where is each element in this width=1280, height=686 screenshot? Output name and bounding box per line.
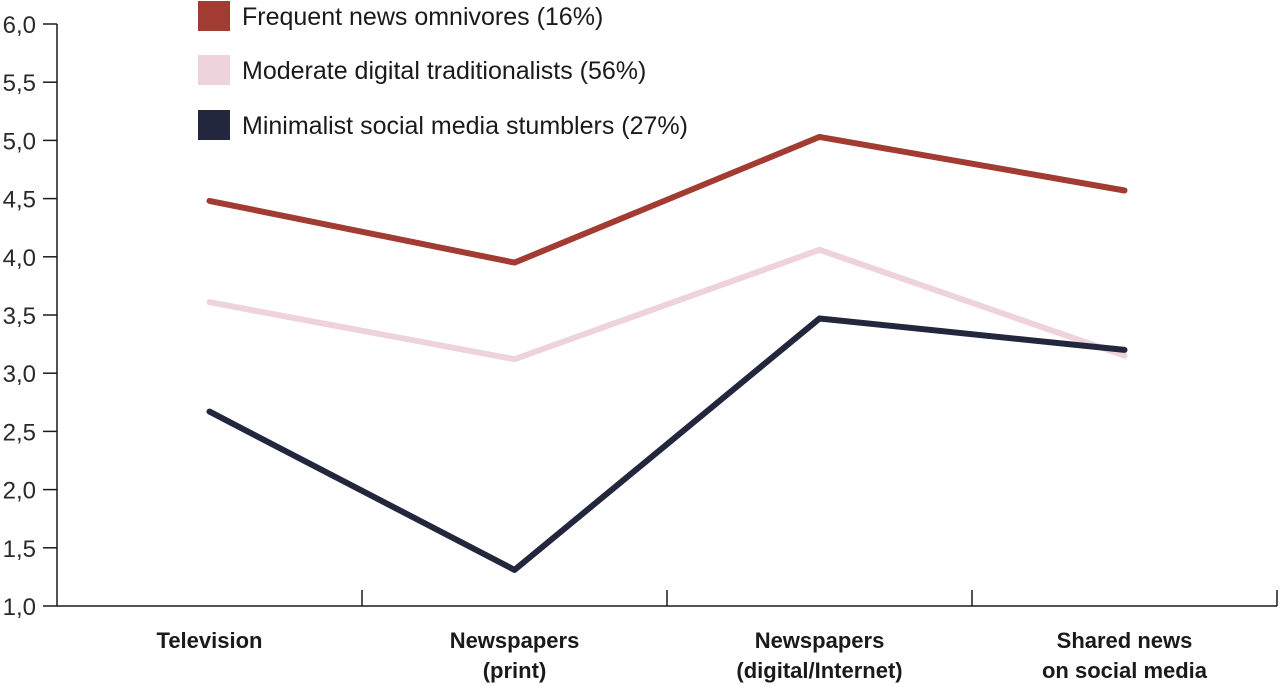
y-tick-label: 3,0 xyxy=(3,361,36,388)
legend-swatch xyxy=(198,110,230,140)
x-category-label: Newspapers xyxy=(755,628,885,653)
legend-label: Minimalist social media stumblers (27%) xyxy=(242,112,688,140)
series-line-1 xyxy=(206,246,1128,363)
y-axis-ticks: 1,0 1,5 2,0 2,5 3,0 3,5 4,0 4,5 5,0 5,5 6,0 xyxy=(3,12,57,621)
y-tick-label: 3,5 xyxy=(3,303,36,330)
y-tick-label: 1,5 xyxy=(3,536,36,563)
y-tick-label: 5,5 xyxy=(3,70,36,97)
y-tick-label: 2,5 xyxy=(3,419,36,446)
y-tick-label: 6,0 xyxy=(3,12,36,39)
y-tick-label: 1,0 xyxy=(3,594,36,621)
x-axis-ticks: Television Newspapers (print) Newspapers (di… xyxy=(157,590,1278,683)
y-tick-label: 2,0 xyxy=(3,478,36,505)
y-tick-label: 4,0 xyxy=(3,245,36,272)
x-category-label: Newspapers xyxy=(450,628,580,653)
x-category-label: Shared news xyxy=(1057,628,1193,653)
series-line-2 xyxy=(206,315,1128,573)
legend-swatch xyxy=(198,1,230,31)
series-line-0 xyxy=(206,133,1128,266)
x-category-label: (digital/Internet) xyxy=(736,658,902,683)
legend-label: Frequent news omnivores (16%) xyxy=(242,3,603,31)
y-tick-label: 4,5 xyxy=(3,187,36,214)
x-category-label: on social media xyxy=(1042,658,1208,683)
legend-label: Moderate digital traditionalists (56%) xyxy=(242,57,646,85)
y-tick-label: 5,0 xyxy=(3,128,36,155)
legend-swatch xyxy=(198,55,230,85)
series-lines xyxy=(206,133,1128,573)
x-category-label: (print) xyxy=(483,658,547,683)
legend: Frequent news omnivores (16%) Moderate di… xyxy=(198,1,688,140)
x-category-label: Television xyxy=(157,628,263,653)
